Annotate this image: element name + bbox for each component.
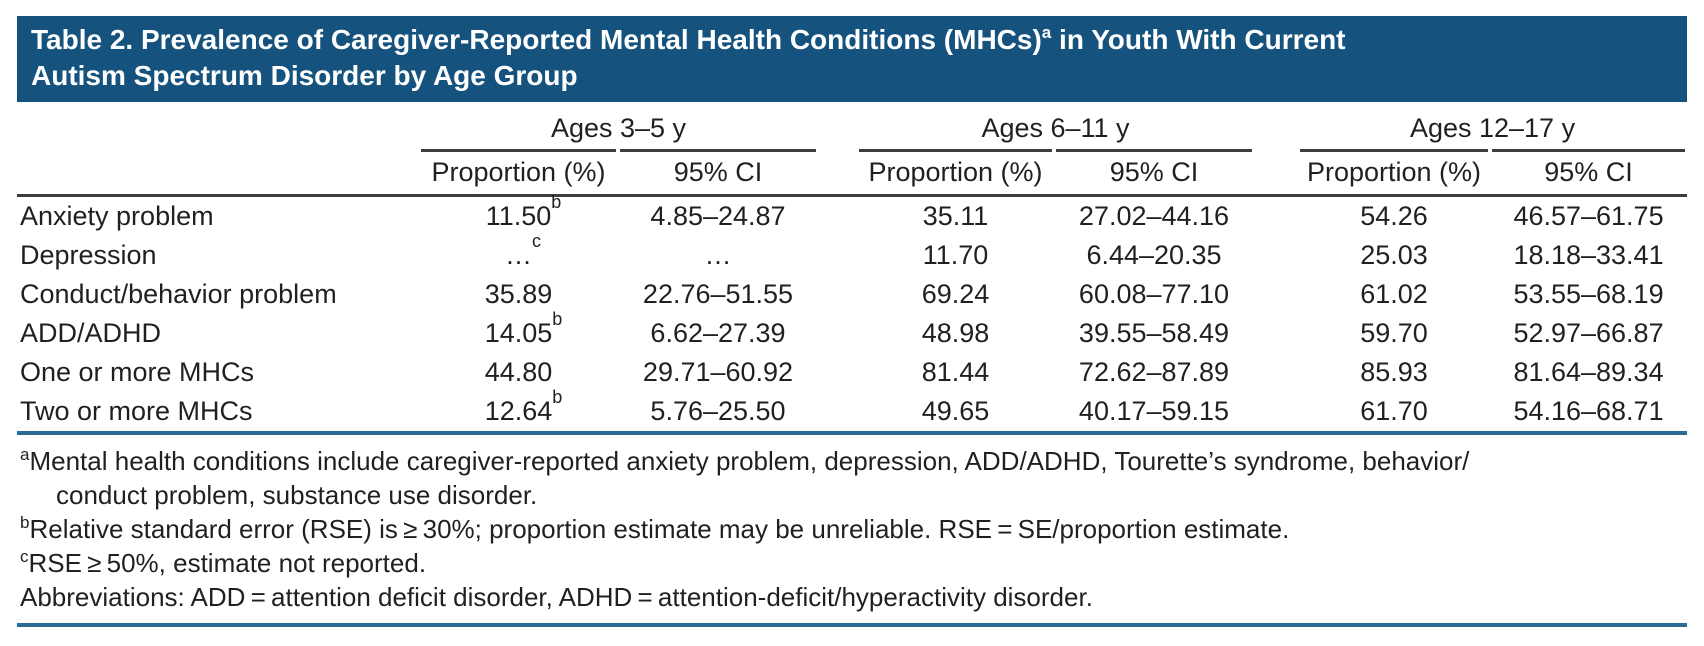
row-label: ADD/ADHD [20,318,162,348]
ci-cell: 29.71–60.92 [642,357,794,387]
footnote-marker: c [532,231,541,251]
proportion-cell: 61.70 [1298,392,1491,435]
group-gap [818,314,857,353]
ci-cell: 6.62–27.39 [650,318,786,348]
group-gap [1254,149,1299,197]
table-title-bar: Table 2. Prevalence of Caregiver-Reporte… [17,16,1687,102]
footnotes: aMental health conditions include caregi… [17,444,1687,614]
row-label: One or more MHCs [20,357,255,387]
title-footnote-marker-a: a [1041,23,1052,42]
proportion-cell: 69.24 [921,279,990,309]
table-title-text: Table 2. Prevalence of Caregiver-Reporte… [31,24,1042,55]
proportion-cell: 35.11 [922,201,989,231]
proportion-cell: 85.93 [1360,357,1428,387]
table-row-conduct-behavior-problem: Conduct/behavior problem 35.89 22.76–51.… [17,275,1687,314]
group-gap [818,196,857,237]
ci-cell: 81.64–89.34 [1513,357,1664,387]
ci-cell: 54.16–68.71 [1490,392,1688,435]
table-row-depression: Depression … c … 11.70 6.44–20.35 25.03 1… [17,231,1687,275]
age-group-header-row: Ages 3–5 y Ages 6–11 y Ages 12–17 y [17,109,1687,149]
col-group-ages-6-11: Ages 6–11 y [981,113,1130,143]
row-label: Depression [20,240,157,270]
group-gap [1254,353,1298,392]
ci-cell: … [704,240,732,270]
proportion-cell: 54.26 [1360,201,1428,231]
proportion-cell: 35.89 [484,279,553,309]
table-row-one-or-more-mhcs: One or more MHCs 44.80 29.71–60.92 81.44… [17,353,1687,392]
group-gap [818,353,857,392]
footnote-marker: b [552,387,563,407]
ci-cell: 4.85–24.87 [650,201,786,231]
proportion-cell: 48.98 [921,318,990,348]
ci-cell: 6.44–20.35 [1086,240,1222,270]
sub-header-row: Proportion (%) 95% CI Proportion (%) 95%… [17,149,1688,197]
table-title-line-2: Autism Spectrum Disorder by Age Group [31,60,578,91]
table-row-anxiety-problem: Anxiety problem 11.50 b 4.85–24.87 35.11 … [17,192,1687,237]
proportion-cell: 12.64 b [419,388,618,435]
condition-column-header-spacer [17,109,419,149]
col-header-proportion-3: Proportion (%) [1298,149,1491,197]
col-header-ci-1: 95% CI [618,149,818,197]
col-header-proportion-1: Proportion (%) [419,149,618,197]
group-gap [1254,275,1298,314]
proportion-cell: 25.03 [1360,240,1428,270]
footnote-marker: b [552,309,563,329]
ci-cell: 53.55–68.19 [1513,279,1664,309]
col-header-proportion-2: Proportion (%) [857,149,1054,197]
proportion-cell: … c [505,231,541,270]
col-group-ages-12-17: Ages 12–17 y [1409,113,1576,143]
col-header-ci-3: 95% CI [1490,149,1688,197]
table-title-line-1: Table 2. Prevalence of Caregiver-Reporte… [31,22,1673,58]
proportion-cell: 59.70 [1360,318,1428,348]
row-label: Anxiety problem [20,201,214,231]
col-group-ages-3-5: Ages 3–5 y [550,113,687,143]
proportion-cell: 11.70 [922,240,989,270]
group-gap [1254,109,1298,149]
footnote-b-marker: b [20,513,30,532]
footnote-b: bRelative standard error (RSE) is ≥ 30%;… [20,513,1290,544]
footnote-a-marker: a [20,445,30,464]
ci-cell: 60.08–77.10 [1078,279,1230,309]
ci-cell: 18.18–33.41 [1513,240,1664,270]
footnote-a-line-2: conduct problem, substance use disorder. [56,480,538,510]
ci-cell: 27.02–44.16 [1078,201,1230,231]
group-gap [1254,314,1298,353]
group-gap [818,109,857,149]
ci-cell: 22.76–51.55 [642,279,794,309]
row-label: Two or more MHCs [17,392,419,435]
proportion-cell: 81.44 [921,357,990,387]
group-gap [1254,236,1298,275]
table-row-add-adhd: ADD/ADHD 14.05 b 6.62–27.39 48.98 39.55–5… [17,309,1687,353]
proportion-cell: 61.02 [1360,279,1428,309]
footnote-marker: b [551,192,562,212]
footnote-c: cRSE ≥ 50%, estimate not reported. [20,547,427,578]
group-gap [818,392,857,435]
col-header-ci-2: 95% CI [1054,149,1255,197]
group-gap [818,236,857,275]
proportion-cell: 14.05 b [484,309,563,348]
prevalence-table: Ages 3–5 y Ages 6–11 y Ages 12–17 y Prop… [17,109,1688,435]
group-gap [1254,196,1298,237]
proportion-cell: 49.65 [857,392,1054,435]
ci-cell: 72.62–87.89 [1078,357,1230,387]
table-title-text-cont: in Youth With Current [1051,24,1346,55]
ci-cell: 40.17–59.15 [1054,392,1255,435]
footnote-a: aMental health conditions include caregi… [20,445,1470,476]
group-gap [1254,392,1299,435]
group-gap [818,149,857,197]
ci-cell: 39.55–58.49 [1078,318,1230,348]
proportion-cell: 44.80 [484,357,553,387]
ci-cell: 46.57–61.75 [1513,201,1664,231]
proportion-cell: 11.50 b [485,192,562,231]
bottom-rule [17,623,1687,627]
row-label: Conduct/behavior problem [20,279,337,309]
condition-column-header [17,149,419,197]
table-row-two-or-more-mhcs: Two or more MHCs 12.64 b 5.76–25.50 49.65… [17,388,1688,435]
footnote-c-marker: c [20,547,29,566]
ci-cell: 52.97–66.87 [1513,318,1664,348]
group-gap [818,275,857,314]
ci-cell: 5.76–25.50 [618,392,818,435]
abbreviations-note: Abbreviations: ADD = attention deficit d… [20,582,1093,612]
